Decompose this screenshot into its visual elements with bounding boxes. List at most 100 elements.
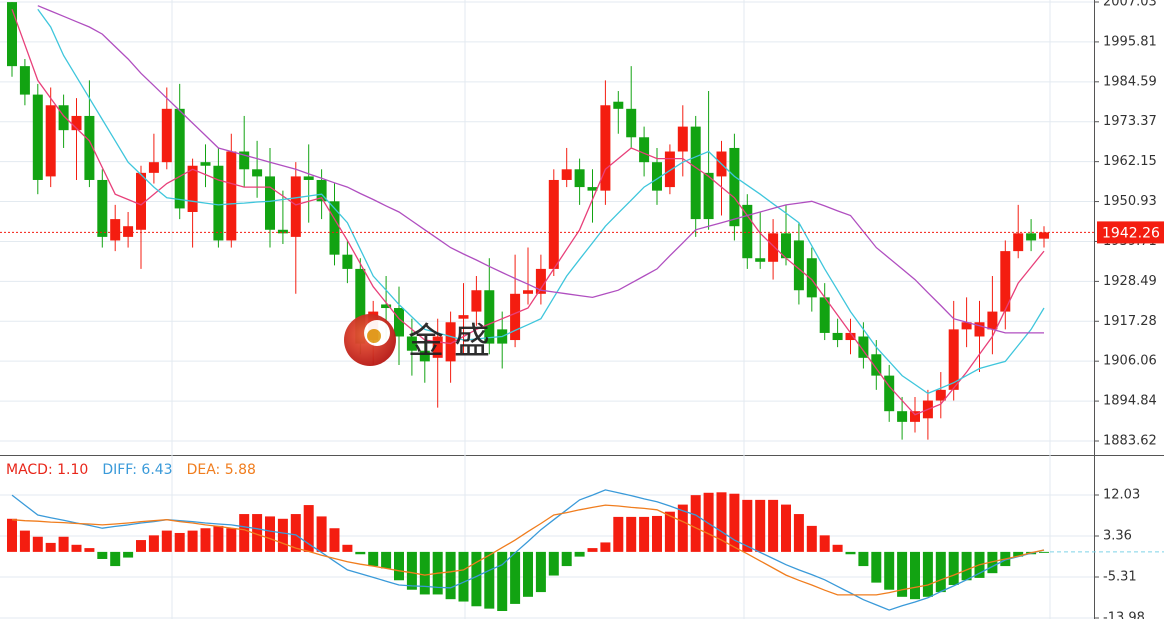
candle-body — [174, 108, 185, 209]
macd-bar — [613, 516, 624, 552]
macd-bar — [213, 525, 224, 552]
candle-body — [148, 162, 159, 173]
candle-body — [303, 176, 314, 180]
last-price-label: 1942.26 — [1102, 225, 1160, 241]
candle-body — [265, 176, 275, 230]
candle-body — [355, 268, 366, 344]
macd-bar — [664, 511, 675, 552]
macd-bar — [535, 551, 546, 593]
candle-body — [290, 176, 301, 237]
macd-bar — [690, 495, 701, 552]
candle-body — [7, 2, 17, 67]
macd-bar — [484, 551, 495, 609]
macd-bar — [639, 516, 650, 552]
candle-body — [252, 169, 263, 177]
candle-body — [832, 332, 843, 341]
macd-bar — [806, 525, 817, 552]
candle-body — [510, 293, 521, 341]
macd-bar — [7, 518, 17, 552]
candle-body — [768, 233, 779, 262]
macd-bar — [97, 551, 108, 559]
macd-bar — [329, 528, 340, 552]
candle-body — [200, 162, 211, 166]
macd-bar — [161, 530, 172, 552]
candle-body — [239, 151, 250, 170]
candle-body — [948, 329, 959, 390]
macd-bar — [716, 492, 727, 552]
candle-body — [871, 354, 882, 376]
macd-bar — [793, 514, 804, 552]
ma-line — [37, 8, 1045, 395]
candle-body — [84, 115, 95, 180]
macd-bar — [523, 551, 533, 597]
candle-body — [394, 308, 404, 337]
candle-body — [664, 151, 675, 188]
macd-bar — [755, 499, 766, 552]
macd-bar — [897, 551, 908, 597]
macd-bar — [316, 516, 327, 552]
y-tick-label: 1917.28 — [1103, 314, 1157, 329]
indicator-label: DEA: 5.88 — [187, 462, 256, 478]
candle-body — [406, 336, 417, 351]
candle-body — [561, 169, 572, 180]
candle-body — [935, 389, 946, 401]
y-tick-label: 2007.03 — [1103, 0, 1157, 10]
macd-bar — [677, 504, 688, 552]
y-tick-label: 1950.93 — [1103, 194, 1157, 209]
macd-bar — [910, 551, 920, 600]
candle-body — [471, 290, 482, 312]
macd-bar — [561, 551, 572, 567]
candle-body — [897, 411, 908, 422]
candle-body — [858, 336, 869, 358]
macd-bar — [510, 551, 521, 604]
candle-body — [277, 229, 288, 234]
candle-body — [781, 233, 791, 259]
macd-bar — [265, 516, 275, 552]
candle-body — [110, 219, 121, 241]
macd-bar — [884, 551, 895, 590]
macd-bar — [200, 528, 211, 552]
macd-bar — [587, 548, 598, 552]
macd-bar — [768, 499, 779, 552]
macd-bar — [935, 551, 946, 593]
macd-bar — [548, 551, 559, 576]
candle-body — [484, 290, 495, 344]
ma-line — [11, 8, 1045, 416]
candle-body — [1026, 233, 1037, 241]
y-tick-label: 3.36 — [1103, 529, 1132, 544]
macd-bar — [1039, 551, 1049, 553]
macd-bar — [290, 514, 301, 552]
candle-body — [884, 375, 895, 412]
candle-body — [845, 332, 856, 341]
macd-bar — [45, 542, 56, 552]
candle-body — [1039, 232, 1049, 239]
candle-body — [329, 201, 340, 255]
candle-body — [961, 322, 972, 330]
macd-bar — [742, 499, 753, 552]
candle-body — [600, 105, 611, 191]
candle-body — [574, 169, 585, 188]
candle-body — [342, 254, 353, 269]
candle-body — [910, 411, 920, 422]
macd-bar — [652, 515, 662, 552]
macd-line — [11, 504, 1045, 596]
candle-body — [690, 126, 701, 220]
macd-bar — [419, 551, 430, 595]
last-price-tag — [1097, 221, 1164, 244]
candle-body — [819, 297, 830, 333]
candle-body — [45, 105, 56, 177]
candle-body — [458, 315, 469, 319]
candle-body — [742, 204, 753, 259]
macd-bar — [845, 551, 856, 555]
candle-body — [729, 147, 740, 227]
candle-body — [652, 162, 662, 191]
macd-bar — [136, 540, 146, 552]
macd-bar — [32, 536, 43, 552]
macd-bar — [729, 493, 740, 552]
y-tick-label: 1894.84 — [1103, 394, 1157, 409]
candle-body — [806, 258, 817, 298]
logo-mark — [367, 329, 381, 343]
candle-body — [445, 322, 456, 362]
candle-body — [548, 179, 559, 269]
